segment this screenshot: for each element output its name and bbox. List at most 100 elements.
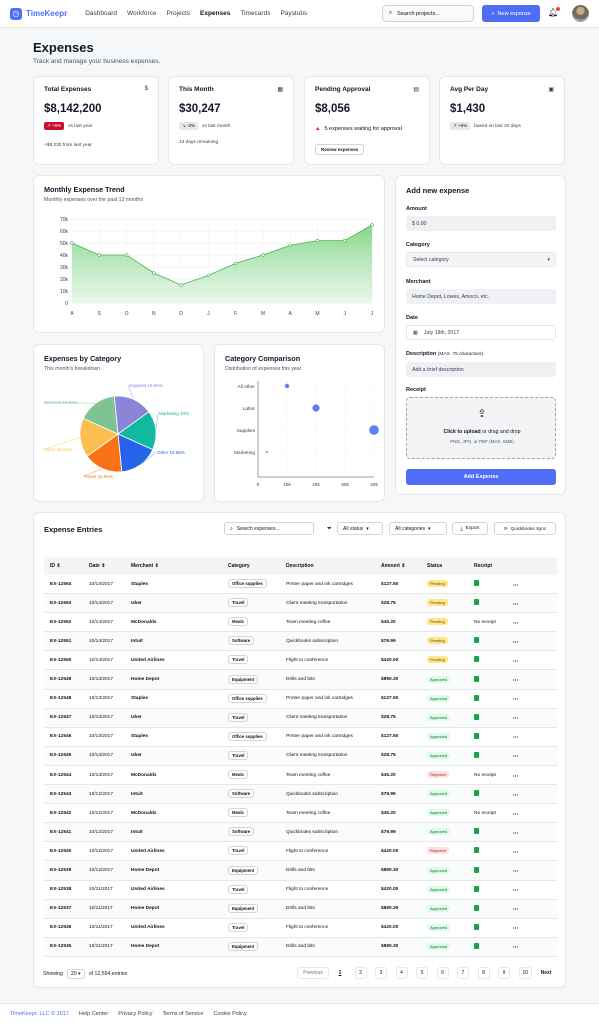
more-actions-icon[interactable]: ••• (513, 944, 519, 950)
amount-field[interactable]: $ 0.00 (406, 216, 556, 231)
column-header-amount[interactable]: Amount ⇕ (381, 563, 405, 569)
review-expenses-button[interactable]: Review expenses (315, 144, 365, 155)
page-button-4[interactable]: 4 (395, 967, 408, 979)
column-header-id[interactable]: ID ⇕ (50, 563, 61, 569)
entries-search[interactable]: ⌕ Search expenses... (224, 522, 314, 535)
more-actions-icon[interactable]: ••• (513, 868, 519, 873)
nav-dashboard[interactable]: Dashboard (85, 10, 118, 17)
more-actions-icon[interactable]: ••• (513, 657, 519, 663)
nav-paystubs[interactable]: Paystubs (280, 10, 308, 17)
description-field[interactable]: Add a brief description (406, 362, 556, 377)
column-header-description[interactable]: Description (286, 563, 314, 569)
footer-link-terms-of-service[interactable]: Terms of Service (162, 1011, 204, 1017)
receipt-icon[interactable] (474, 847, 479, 854)
status-filter[interactable]: All status ▾ (337, 522, 383, 535)
more-actions-icon[interactable]: ••• (513, 791, 519, 797)
column-header-category[interactable]: Category (228, 563, 250, 569)
receipt-upload[interactable]: ⇪ Click to upload or drag and drop PNG, … (406, 397, 556, 459)
more-actions-icon[interactable]: ••• (513, 600, 519, 606)
more-actions-icon[interactable]: ••• (513, 925, 519, 931)
page-button-10[interactable]: 10 (518, 967, 533, 979)
logo[interactable]: ◷ TimeKeepr (10, 7, 67, 20)
page-button-6[interactable]: 6 (436, 967, 449, 979)
more-actions-icon[interactable]: ••• (513, 906, 519, 912)
more-actions-icon[interactable]: ••• (513, 810, 519, 816)
page-button-7[interactable]: 7 (457, 967, 469, 979)
quickbooks-sync-button[interactable]: ⟳ Quickbooks Sync (494, 522, 556, 535)
column-header-date[interactable]: Date ⇕ (89, 563, 105, 569)
more-actions-icon[interactable]: ••• (513, 829, 519, 835)
table-row[interactable]: EX-12553 10/14/2017 Uber Travel Client meeti… (44, 594, 557, 614)
date-field[interactable]: ▦ July 18th, 2017 (406, 325, 556, 340)
receipt-icon[interactable] (474, 751, 479, 758)
add-expense-button[interactable]: Add Expense (406, 469, 556, 485)
receipt-icon[interactable] (474, 942, 479, 949)
table-row[interactable]: EX-12548 10/13/2017 Staples Office supplies… (44, 690, 557, 709)
table-row[interactable]: EX-12551 10/14/2017 Intuit Software Quickboo… (44, 632, 557, 652)
table-row[interactable]: EX-12545 10/13/2017 Uber Travel Client meeti… (44, 746, 557, 766)
category-select[interactable]: Select category ▾ (406, 252, 556, 267)
column-header-status[interactable]: Status (427, 563, 442, 569)
page-button-8[interactable]: 8 (477, 967, 490, 979)
table-row[interactable]: EX-12550 10/14/2017 United Airlines Travel F… (44, 651, 557, 671)
per-page-select[interactable]: 20 ▾ (66, 969, 85, 979)
column-header-receipt[interactable]: Receipt (474, 563, 492, 569)
more-actions-icon[interactable]: ••• (513, 734, 519, 740)
bell-icon[interactable]: 🔔︎ (548, 8, 559, 17)
category-filter[interactable]: All categories ▾ (389, 522, 447, 535)
receipt-icon[interactable] (474, 694, 479, 701)
receipt-icon[interactable] (474, 656, 479, 663)
export-button[interactable]: ⤓ Export (452, 522, 488, 535)
page-button-5[interactable]: 5 (416, 967, 428, 979)
table-row[interactable]: EX-12554 10/14/2017 Staples Office supplies… (44, 575, 557, 594)
page-button-2[interactable]: 2 (354, 967, 367, 979)
column-header-merchant[interactable]: Merchant ⇕ (131, 563, 159, 569)
new-expense-button[interactable]: + New expense (482, 5, 540, 22)
more-actions-icon[interactable]: ••• (513, 696, 519, 702)
search-input[interactable]: ⌕ Search projects... (382, 5, 474, 22)
more-actions-icon[interactable]: ••• (513, 677, 519, 682)
table-row[interactable]: EX-12540 10/12/2017 United Airlines Travel F… (44, 842, 557, 862)
receipt-icon[interactable] (474, 637, 479, 644)
receipt-icon[interactable] (474, 866, 479, 873)
nav-expenses[interactable]: Expenses (200, 10, 231, 17)
table-row[interactable]: EX-12549 10/13/2017 Home Depot Equipment Dri… (44, 670, 557, 690)
receipt-icon[interactable] (474, 828, 479, 835)
table-row[interactable]: EX-12544 10/13/2017 McDonalds Meals Team mee… (44, 766, 557, 785)
more-actions-icon[interactable]: ••• (513, 848, 519, 854)
sort-icon[interactable]: ⇕ (55, 563, 61, 569)
page-button-1[interactable]: 1 (334, 967, 346, 979)
table-row[interactable]: EX-12537 10/11/2017 Home Depot Equipment Dri… (44, 899, 557, 919)
page-button-9[interactable]: 9 (498, 967, 510, 979)
receipt-icon[interactable] (474, 580, 479, 586)
more-actions-icon[interactable]: ••• (513, 715, 519, 721)
sort-icon[interactable]: ⇕ (399, 563, 406, 569)
receipt-icon[interactable] (474, 923, 479, 930)
receipt-icon[interactable] (474, 790, 479, 797)
receipt-icon[interactable] (474, 599, 479, 606)
more-actions-icon[interactable]: ••• (513, 753, 519, 759)
previous-page-button[interactable]: Previous (297, 967, 329, 979)
table-row[interactable]: EX-12546 10/13/2017 Staples Office supplies… (44, 728, 557, 747)
footer-link-help-center[interactable]: Help Center (78, 1011, 109, 1017)
receipt-icon[interactable] (474, 885, 479, 892)
more-actions-icon[interactable]: ••• (513, 887, 519, 893)
footer-link-privacy-policy[interactable]: Privacy Policy (118, 1011, 153, 1017)
receipt-icon[interactable] (474, 732, 479, 739)
receipt-icon[interactable] (474, 713, 479, 720)
more-actions-icon[interactable]: ••• (513, 619, 519, 625)
merchant-field[interactable]: Home Depot, Lowes, Amoco, etc. (406, 289, 556, 304)
footer-link-cookie-policy[interactable]: Cookie Policy (213, 1011, 247, 1017)
table-row[interactable]: EX-12552 10/14/2017 McDonalds Meals Team mee… (44, 613, 557, 633)
table-row[interactable]: EX-12538 10/11/2017 United Airlines Travel F… (44, 881, 557, 900)
table-row[interactable]: EX-12539 10/12/2017 Home Depot Equipment Dri… (44, 861, 557, 881)
sort-icon[interactable]: ⇕ (153, 563, 159, 569)
sort-icon[interactable]: ⇕ (99, 563, 106, 569)
more-actions-icon[interactable]: ••• (513, 638, 519, 644)
nav-projects[interactable]: Projects (166, 10, 190, 17)
more-actions-icon[interactable]: ••• (513, 772, 519, 778)
table-row[interactable]: EX-12547 10/13/2017 Uber Travel Client meeti… (44, 708, 557, 728)
nav-workforce[interactable]: Workforce (127, 10, 157, 17)
next-page-button[interactable]: Next (535, 967, 557, 979)
table-row[interactable]: EX-12541 10/12/2017 Intuit Software Quickboo… (44, 823, 557, 843)
